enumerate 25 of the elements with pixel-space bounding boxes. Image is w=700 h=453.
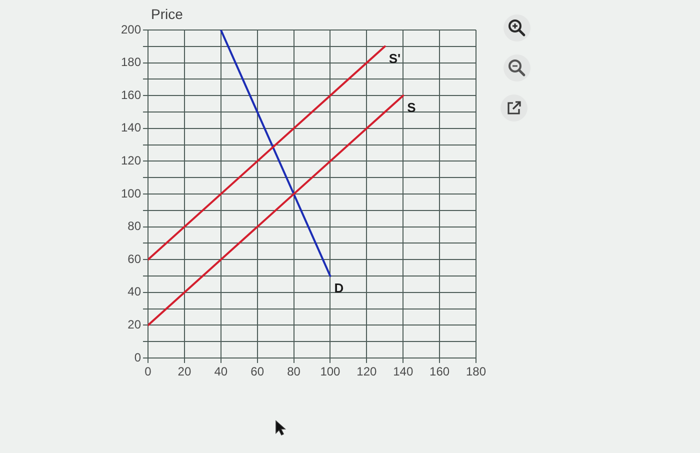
- x-tick-label: 160: [430, 364, 450, 379]
- series-label: S': [388, 50, 401, 66]
- y-tick-label: 80: [128, 219, 142, 234]
- y-tick-label: 160: [120, 88, 142, 102]
- x-tick-label: 180: [466, 364, 486, 379]
- x-tick-label: 80: [287, 364, 301, 379]
- series-label: S: [407, 100, 416, 116]
- series-label: D: [334, 280, 344, 296]
- y-tick-label: 200: [120, 22, 142, 36]
- x-tick-label: 20: [178, 364, 192, 379]
- y-tick-label: 20: [128, 318, 142, 332]
- y-tick-label: 60: [128, 252, 142, 266]
- x-tick-label: 60: [250, 364, 264, 379]
- y-axis-title: Price: [151, 6, 184, 22]
- x-tick-label: 120: [356, 364, 377, 379]
- x-tick-label: 40: [214, 364, 228, 379]
- y-tick-label: 120: [120, 154, 142, 168]
- y-tick-label: 100: [120, 186, 142, 200]
- x-tick-label: 100: [320, 364, 341, 379]
- x-tick-label: 140: [393, 364, 414, 379]
- y-tick-label: 140: [120, 120, 142, 135]
- x-tick-label: 0: [144, 364, 152, 379]
- y-tick-label: 0: [134, 350, 142, 364]
- y-tick-label: 180: [120, 55, 142, 70]
- y-tick-label: 40: [128, 284, 142, 299]
